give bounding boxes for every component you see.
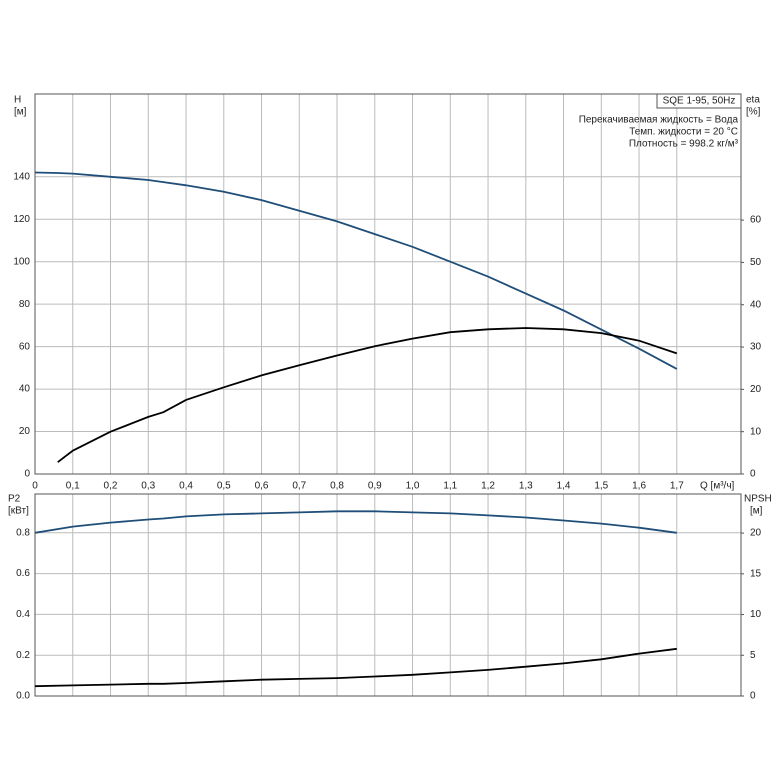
x-tick-label: 0,2 [104, 481, 118, 492]
x-tick-label: 0,7 [292, 481, 306, 492]
y2-label: NPSH [744, 494, 772, 505]
y2-tick-label: 20 [750, 384, 762, 395]
x-tick-label: 0,1 [66, 481, 80, 492]
curve [34, 647, 677, 688]
y-tick-label: 40 [19, 384, 31, 395]
y-tick-label: 0.6 [16, 568, 30, 579]
y2-tick-label: 10 [750, 426, 762, 437]
x-tick-label: 1,6 [632, 481, 646, 492]
x-tick-label: 0,6 [255, 481, 269, 492]
curve [34, 171, 678, 370]
y-tick-label: 20 [19, 426, 31, 437]
info-line: Плотность = 998.2 кг/м³ [629, 139, 739, 150]
x-tick-label: 1,1 [443, 481, 457, 492]
info-line: Перекачиваемая жидкость = Вода [579, 115, 739, 126]
y-label: H [14, 95, 21, 106]
y-unit: [м] [14, 107, 27, 118]
y2-tick-label: 0 [750, 691, 756, 702]
y2-tick-label: 20 [750, 528, 762, 539]
y-tick-label: 0.8 [16, 527, 30, 538]
y-tick-label: 140 [13, 171, 30, 182]
x-tick-label: 1,4 [557, 481, 571, 492]
y2-tick-label: 50 [750, 257, 762, 268]
y2-tick-label: 60 [750, 215, 762, 226]
plot-frame [34, 93, 742, 475]
x-tick-label: 0,9 [368, 481, 382, 492]
y-tick-label: 0.0 [16, 691, 30, 702]
x-tick-label: 1,2 [481, 481, 495, 492]
y2-tick-label: 10 [750, 609, 762, 620]
x-tick-label: 1,3 [519, 481, 533, 492]
y-tick-label: 0.2 [16, 650, 30, 661]
x-tick-label: 1,0 [406, 481, 420, 492]
pump-title: SQE 1-95, 50Hz [663, 96, 736, 107]
x-tick-label: 0,4 [179, 481, 193, 492]
y-tick-label: 0.4 [16, 609, 30, 620]
y-tick-label: 0 [24, 469, 30, 480]
curve [57, 327, 678, 463]
y-label: P2 [8, 494, 21, 505]
x-tick-label: 0 [32, 481, 38, 492]
y-tick-label: 80 [19, 299, 31, 310]
y2-label: eta [746, 95, 760, 106]
x-tick-label: 0,8 [330, 481, 344, 492]
y-tick-label: 100 [13, 256, 30, 267]
y-tick-label: 120 [13, 214, 30, 225]
y2-unit: [%] [746, 107, 761, 118]
y2-tick-label: 40 [750, 299, 762, 310]
x-tick-label: 1,7 [670, 481, 684, 492]
y2-tick-label: 0 [750, 469, 756, 480]
y2-tick-label: 5 [750, 650, 756, 661]
x-tick-label: 0,3 [141, 481, 155, 492]
x-tick-label: 0,5 [217, 481, 231, 492]
curve [34, 510, 677, 534]
info-box [656, 93, 742, 109]
y2-unit: [м] [750, 506, 763, 517]
y-unit: [кВт] [8, 506, 29, 517]
y2-tick-label: 15 [750, 568, 762, 579]
plot-frame [34, 493, 742, 697]
y-tick-label: 60 [19, 341, 31, 352]
info-line: Темп. жидкости = 20 °C [629, 127, 738, 138]
y2-tick-label: 30 [750, 342, 762, 353]
x-label: Q [м³/ч] [700, 481, 735, 492]
x-tick-label: 1,5 [594, 481, 608, 492]
